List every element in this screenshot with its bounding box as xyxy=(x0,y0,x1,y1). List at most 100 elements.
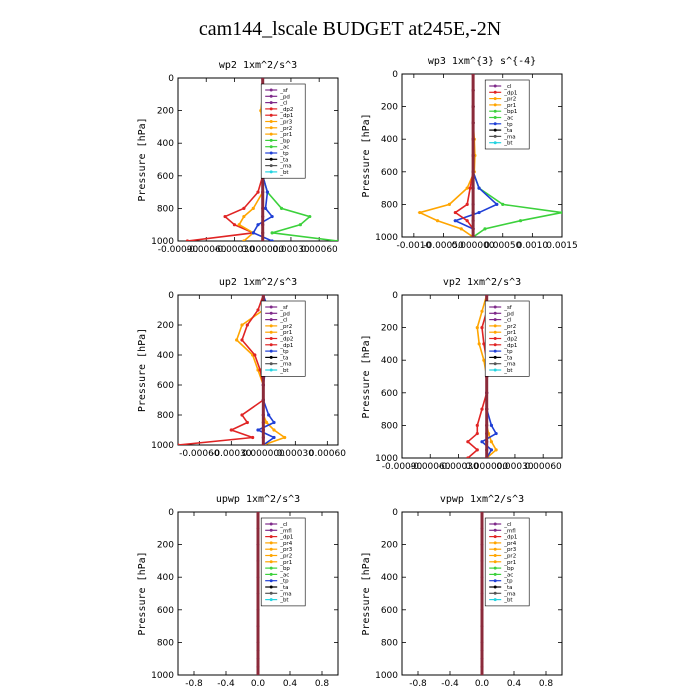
legend: _cl_mfl_dp1_pr4_pr3_pr2_pr1_bp_ac_tp_ta_… xyxy=(260,517,306,607)
data-point xyxy=(256,223,260,227)
legend-marker xyxy=(493,547,497,551)
legend-label: _pr1 xyxy=(503,330,516,336)
plot-frame xyxy=(401,73,563,238)
data-point xyxy=(264,420,269,425)
legend-label: _pr3 xyxy=(279,547,293,553)
legend-label: _dp1 xyxy=(279,113,293,119)
legend-marker xyxy=(493,97,497,101)
legend-label: _bp1 xyxy=(503,109,517,115)
legend: _cl_mfl_dp1_pr4_pr3_pr2_pr1_bp_ac_tp_ta_… xyxy=(484,517,530,607)
legend-marker xyxy=(493,330,497,334)
data-point xyxy=(237,223,241,227)
y-tick-label: 1000 xyxy=(151,671,174,681)
x-tick-label: 0.000000 xyxy=(242,449,285,459)
y-axis-label: Pressure [hPa] xyxy=(361,334,372,418)
data-point xyxy=(263,206,268,210)
legend-label: _pr1 xyxy=(503,560,516,566)
legend-label: _pr2 xyxy=(279,324,292,330)
legend-marker xyxy=(269,88,273,92)
data-point xyxy=(447,202,452,206)
data-point xyxy=(229,428,233,432)
y-axis-label: Pressure [hPa] xyxy=(361,113,372,197)
x-tick-label: 0.00030 xyxy=(496,462,533,472)
legend-marker xyxy=(493,305,497,309)
legend-label: _pd xyxy=(503,311,514,317)
x-tick-label: 0.000000 xyxy=(465,462,508,472)
data-point xyxy=(477,342,481,346)
data-point xyxy=(518,219,523,223)
legend-label: _dp1 xyxy=(279,343,293,349)
legend-label: _pr2 xyxy=(503,97,516,103)
data-point xyxy=(272,420,276,425)
x-tick-label: 0.0015 xyxy=(546,241,578,251)
data-point xyxy=(240,323,244,327)
legend-label: _ta xyxy=(279,355,288,361)
x-tick-label: -0.4 xyxy=(217,679,235,689)
legend-marker xyxy=(269,343,273,347)
panel-title: wp2 1xm^2/s^3 xyxy=(219,60,297,71)
legend-label: _ta xyxy=(279,157,288,163)
y-tick-label: 400 xyxy=(381,573,398,583)
data-point xyxy=(298,223,302,227)
legend-label: _cl xyxy=(279,101,288,107)
legend-marker xyxy=(493,554,497,557)
x-tick-label: -0.00050 xyxy=(423,241,464,251)
legend-marker xyxy=(269,522,273,526)
data-point xyxy=(466,440,470,444)
y-tick-label: 800 xyxy=(381,421,398,431)
data-point xyxy=(475,431,479,436)
legend-label: _pr4 xyxy=(279,541,293,547)
data-point xyxy=(480,440,484,444)
legend-marker xyxy=(493,560,497,564)
legend-label: _sf xyxy=(279,305,289,311)
legend-marker xyxy=(269,355,273,359)
series-line-dp1 xyxy=(187,78,269,241)
legend-label: _ma xyxy=(279,164,291,170)
data-point xyxy=(283,435,287,440)
data-point xyxy=(501,202,505,206)
data-point xyxy=(185,239,190,241)
x-tick-label: 0.0 xyxy=(251,679,266,689)
legend-marker xyxy=(493,128,497,132)
legend-label: _ma xyxy=(503,134,515,140)
legend-marker xyxy=(493,116,497,119)
legend-marker xyxy=(269,349,273,353)
x-tick-label: -0.8 xyxy=(185,679,203,689)
data-point xyxy=(265,190,270,194)
y-axis-label: Pressure [hPa] xyxy=(137,551,148,635)
data-point xyxy=(251,435,255,440)
x-tick-label: -0.00030 xyxy=(211,449,252,459)
legend: _sf_pd_cl_pr2_pr1_dp2_dp1_tp_ta_ma_bt xyxy=(260,300,306,377)
legend-label: _pr2 xyxy=(503,324,516,330)
data-point xyxy=(483,227,487,231)
data-point xyxy=(245,323,249,327)
series-group xyxy=(480,512,484,675)
data-point xyxy=(477,186,481,190)
legend-label: _bp xyxy=(279,566,290,572)
y-tick-label: 200 xyxy=(381,541,398,551)
legend-label: _pr1 xyxy=(503,103,516,109)
legend-marker xyxy=(493,134,497,138)
legend-label: _ac xyxy=(503,116,513,122)
data-point xyxy=(267,413,271,417)
legend-marker xyxy=(269,554,273,557)
data-point xyxy=(468,186,472,190)
x-tick-label: 0.8 xyxy=(315,679,330,689)
legend-label: _pr2 xyxy=(279,126,292,132)
legend-label: _ma xyxy=(503,591,515,597)
legend-box xyxy=(260,83,306,179)
legend-marker xyxy=(269,94,273,98)
legend-label: _cl xyxy=(503,84,512,90)
legend-marker xyxy=(269,107,273,111)
legend-marker xyxy=(269,120,273,123)
legend-marker xyxy=(493,324,497,328)
x-tick-label: -0.00060 xyxy=(410,462,451,472)
x-tick-label: -0.00060 xyxy=(179,449,220,459)
legend-label: _ma xyxy=(503,362,515,368)
x-tick-label: 0.0010 xyxy=(517,241,549,251)
data-point xyxy=(235,338,239,342)
legend-marker xyxy=(269,560,273,564)
legend-label: _dp2 xyxy=(279,107,293,113)
legend-marker xyxy=(269,362,273,366)
x-tick-label: 0.00060 xyxy=(525,462,562,472)
